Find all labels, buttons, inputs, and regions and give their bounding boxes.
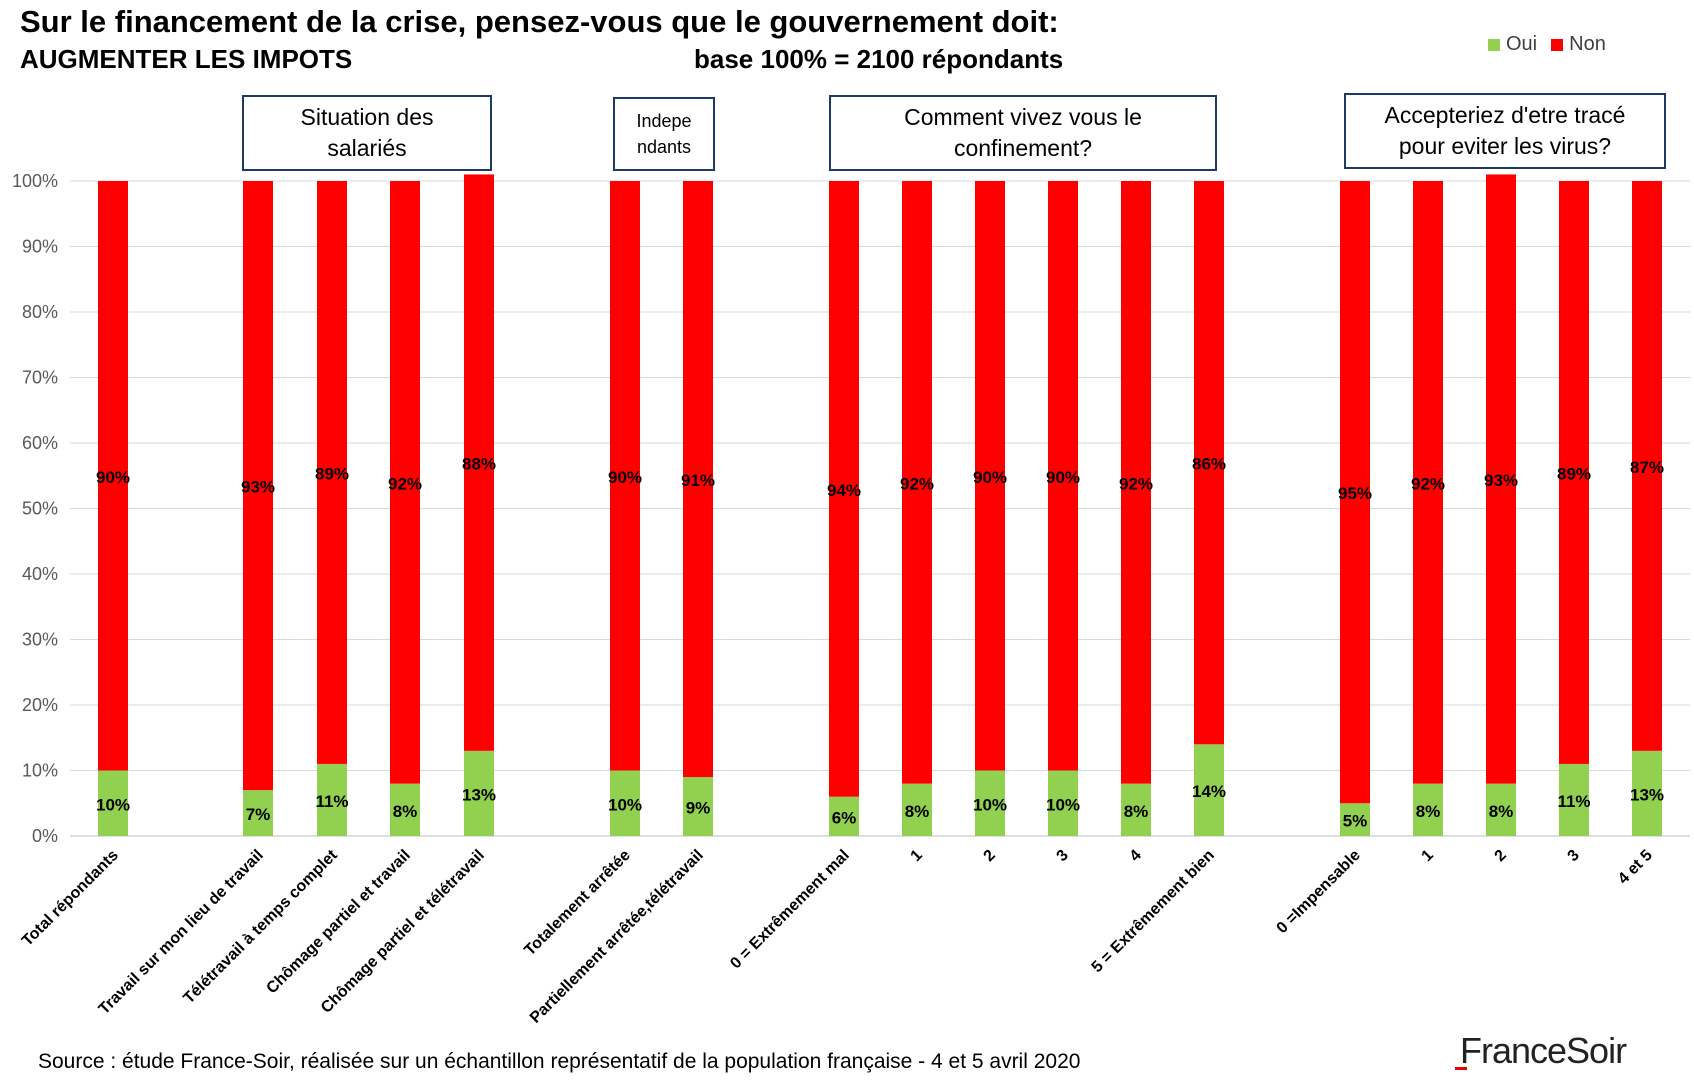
group-box-salaries: Situation des salariés: [242, 95, 492, 171]
data-label-non: 88%: [462, 455, 496, 474]
data-label-non: 92%: [900, 474, 934, 493]
category-label: 5 = Extrêmement bien: [1089, 847, 1218, 976]
data-label-non: 90%: [608, 468, 642, 487]
y-tick-label: 100%: [12, 171, 58, 191]
data-label-non: 90%: [96, 468, 130, 487]
category-label: Travail sur mon lieu de travail: [96, 847, 267, 1018]
group-box-independants: Indepe ndants: [613, 97, 715, 171]
category-label: 4 et 5: [1615, 847, 1656, 888]
data-label-non: 90%: [973, 468, 1007, 487]
category-label: 2: [981, 847, 999, 865]
data-label-oui: 10%: [1046, 795, 1080, 814]
category-label: Chômage partiel et travail: [263, 847, 413, 997]
francesoir-logo: FranceSoir: [1460, 1030, 1626, 1072]
data-label-non: 92%: [388, 474, 422, 493]
data-label-oui: 8%: [1489, 802, 1514, 821]
data-label-non: 94%: [827, 481, 861, 500]
data-label-oui: 9%: [686, 799, 711, 818]
data-label-oui: 8%: [905, 802, 930, 821]
category-label: 4: [1127, 847, 1145, 865]
data-label-non: 89%: [1557, 464, 1591, 483]
data-label-non: 93%: [241, 478, 275, 497]
data-label-oui: 8%: [1124, 802, 1149, 821]
category-label: 3: [1565, 847, 1583, 865]
category-label: 3: [1054, 847, 1072, 865]
data-label-non: 90%: [1046, 468, 1080, 487]
data-label-non: 93%: [1484, 471, 1518, 490]
data-label-oui: 10%: [973, 795, 1007, 814]
category-label: 0 = Extrêmement mal: [727, 847, 853, 973]
y-tick-label: 10%: [22, 761, 58, 781]
data-label-non: 92%: [1119, 474, 1153, 493]
data-label-oui: 8%: [1416, 802, 1441, 821]
category-label: 2: [1492, 847, 1510, 865]
data-label-non: 95%: [1338, 484, 1372, 503]
data-label-non: 91%: [681, 471, 715, 490]
y-tick-label: 80%: [22, 302, 58, 322]
y-tick-label: 0%: [32, 826, 58, 846]
data-label-oui: 13%: [462, 785, 496, 804]
y-tick-label: 20%: [22, 695, 58, 715]
category-label: Total répondants: [19, 847, 122, 950]
source-note: Source : étude France-Soir, réalisée sur…: [38, 1050, 1080, 1074]
y-tick-label: 90%: [22, 237, 58, 257]
data-label-oui: 11%: [315, 792, 348, 811]
data-label-non: 87%: [1630, 458, 1664, 477]
data-label-non: 92%: [1411, 474, 1445, 493]
group-box-confinement: Comment vivez vous le confinement?: [829, 95, 1217, 171]
y-tick-label: 30%: [22, 630, 58, 650]
category-label: 0 =Impensable: [1274, 847, 1364, 937]
data-label-oui: 10%: [96, 795, 130, 814]
data-label-oui: 6%: [832, 808, 857, 827]
data-label-oui: 8%: [393, 802, 418, 821]
data-label-oui: 10%: [608, 795, 642, 814]
y-tick-label: 60%: [22, 433, 58, 453]
data-label-oui: 13%: [1630, 785, 1664, 804]
category-label: 1: [1419, 847, 1437, 865]
category-label: Télétravail à temps complet: [180, 846, 341, 1007]
data-label-oui: 11%: [1557, 792, 1590, 811]
y-tick-label: 40%: [22, 564, 58, 584]
data-label-oui: 5%: [1343, 812, 1368, 831]
y-tick-label: 50%: [22, 499, 58, 519]
group-box-tracage: Accepteriez d'etre tracé pour eviter les…: [1344, 93, 1666, 169]
data-label-non: 89%: [315, 464, 349, 483]
category-label: 1: [908, 847, 926, 865]
category-label: Chômage partiel et télétravail: [318, 847, 488, 1017]
data-label-oui: 14%: [1192, 782, 1226, 801]
data-label-non: 86%: [1192, 455, 1226, 474]
data-label-oui: 7%: [246, 805, 271, 824]
y-tick-label: 70%: [22, 368, 58, 388]
